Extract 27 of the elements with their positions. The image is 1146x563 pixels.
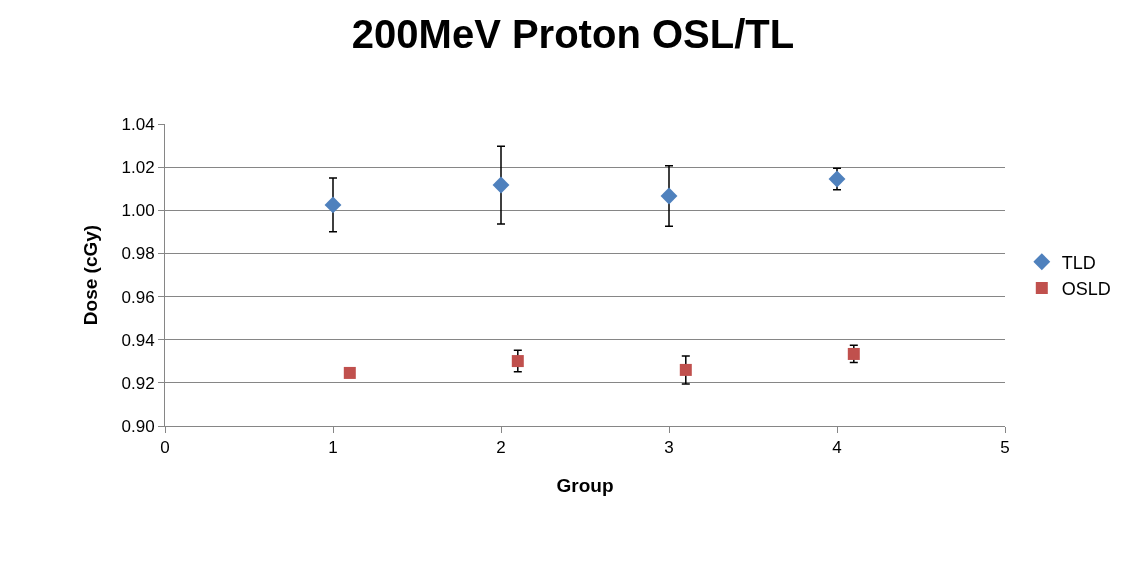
x-tick-label: 3: [664, 438, 674, 458]
x-tick-label: 4: [832, 438, 842, 458]
chart-title: 200MeV Proton OSL/TL: [351, 11, 795, 56]
y-tick-label: 1.02: [121, 158, 155, 178]
y-tick-label: 0.94: [121, 330, 155, 350]
point: [343, 366, 356, 379]
x-axis-title: Group: [556, 475, 614, 497]
legend-label: OSLD: [1061, 279, 1111, 300]
y-tick-label: 1.00: [121, 201, 155, 221]
x-tick-label: 2: [496, 438, 506, 458]
y-tick-label: 0.90: [121, 416, 155, 436]
x-tick-label: 5: [1000, 438, 1010, 458]
y-tick-label: 0.98: [121, 244, 155, 264]
y-axis-title: Dose (cGy): [80, 224, 102, 326]
y-tick-label: 0.92: [121, 373, 155, 393]
x-tick-label: 1: [328, 438, 338, 458]
point: [660, 187, 678, 205]
y-tick-label: 1.04: [121, 114, 155, 134]
legend-label: TLD: [1061, 252, 1096, 273]
point: [828, 170, 846, 188]
x-tick-label: 0: [160, 438, 170, 458]
point: [847, 347, 860, 360]
point: [324, 196, 342, 214]
point: [511, 355, 524, 368]
point: [492, 176, 510, 194]
point: [679, 363, 692, 376]
y-tick-label: 0.96: [121, 287, 155, 307]
